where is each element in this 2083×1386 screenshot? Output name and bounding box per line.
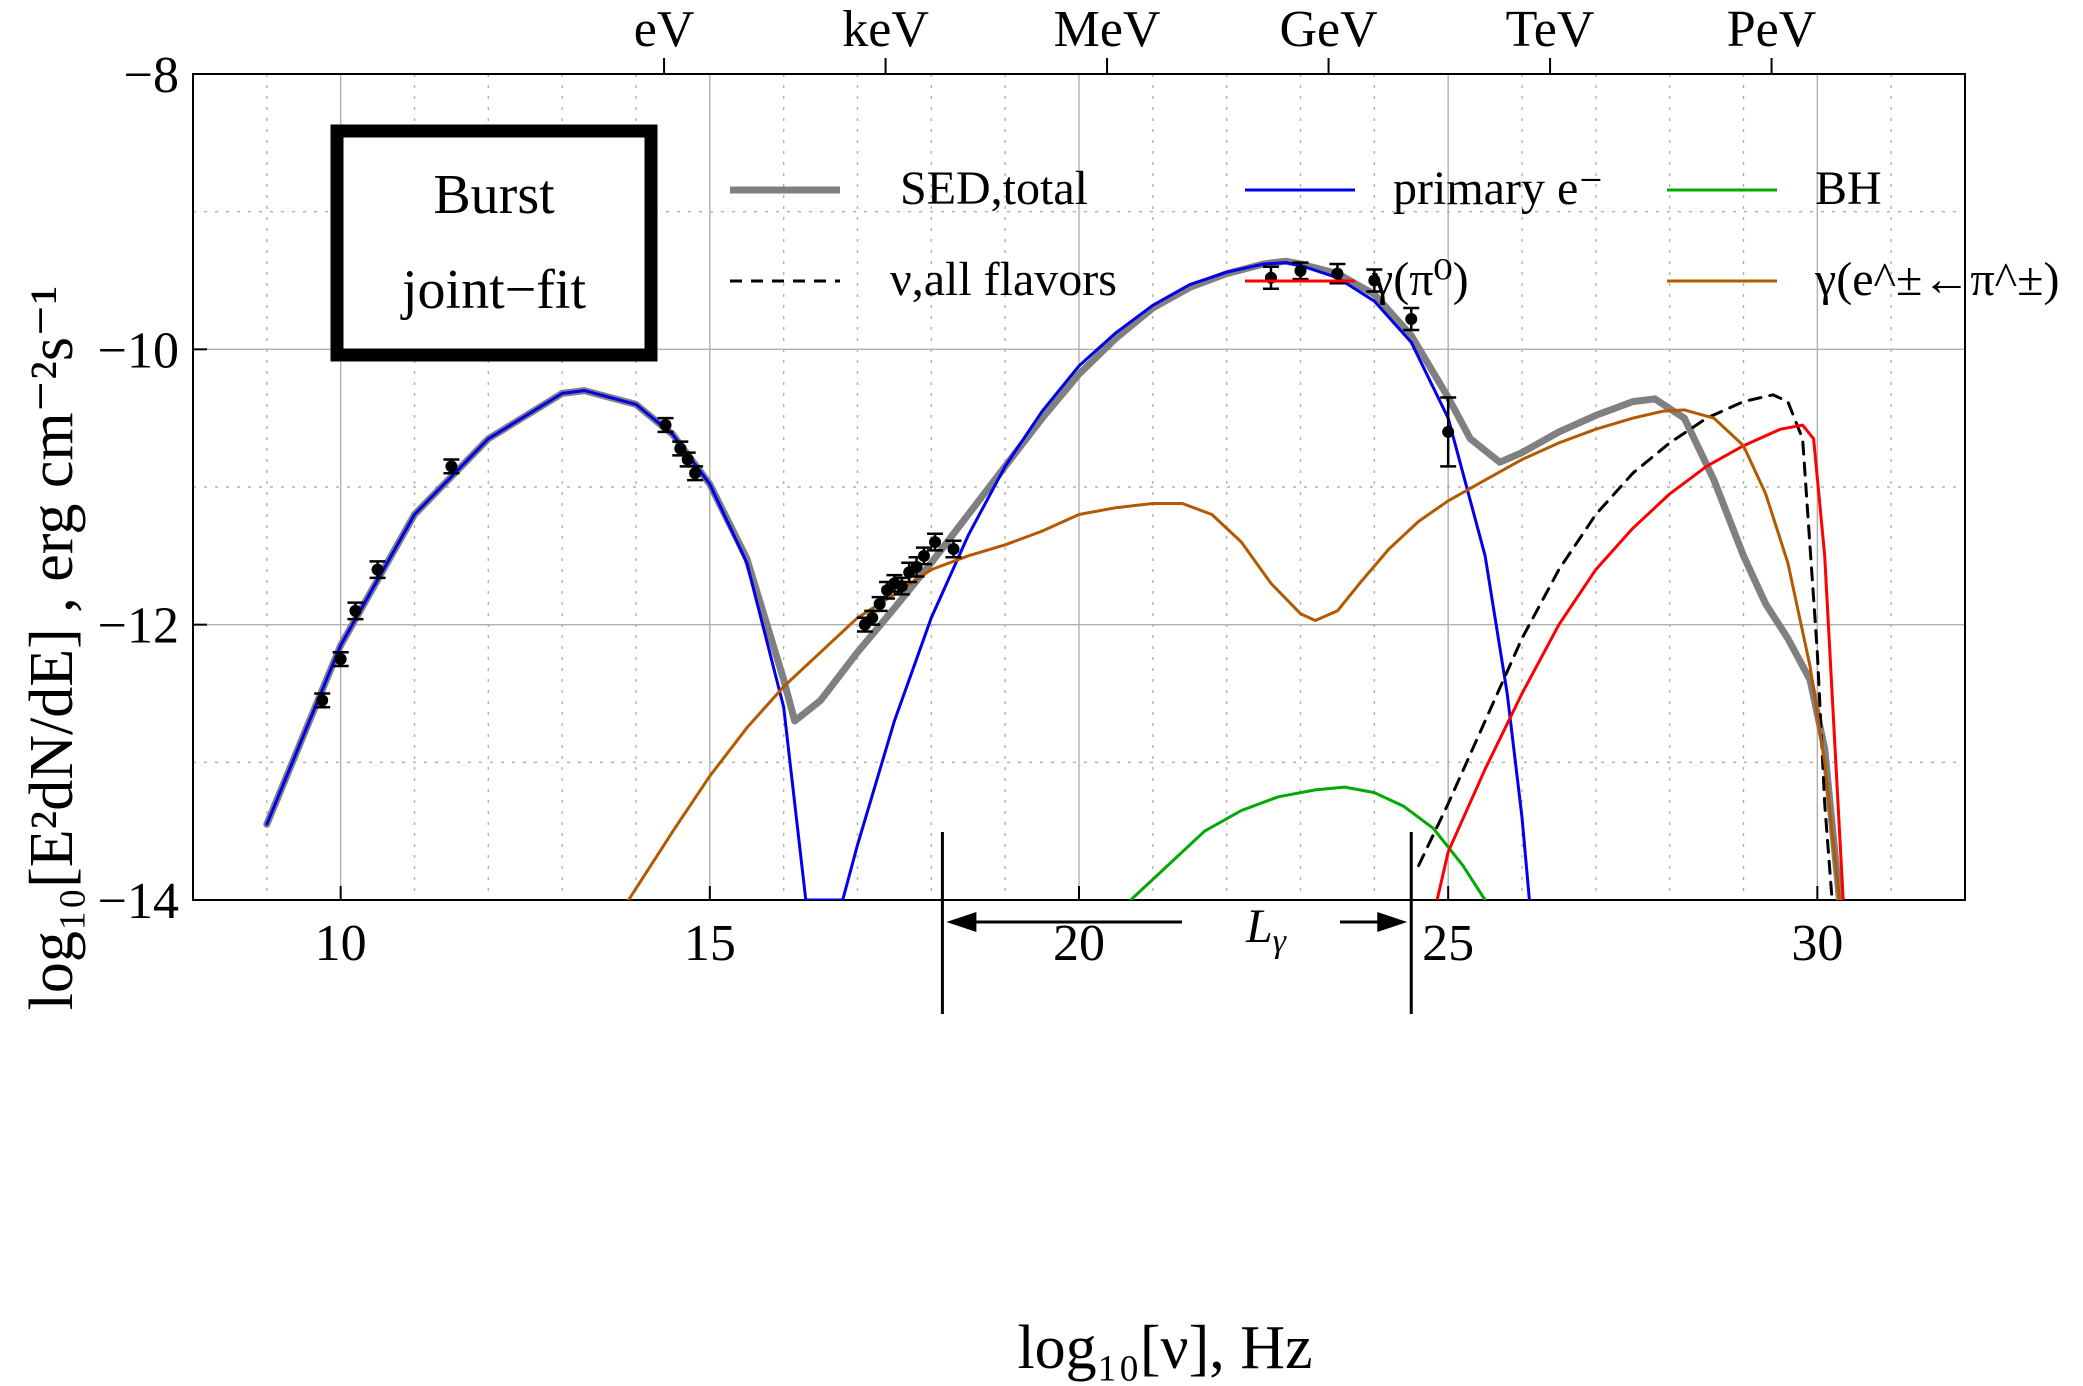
data-point xyxy=(1294,264,1307,277)
x-tick-label: 10 xyxy=(315,915,367,972)
legend-label-bh: BH xyxy=(1815,162,1882,215)
top-tick-label: TeV xyxy=(1506,1,1595,58)
data-point xyxy=(947,542,960,555)
data-point xyxy=(866,611,879,624)
axis-ticks: 10 15 20 25 30 −14 −12 −10 −8 eV keV MeV GeV TeV PeV xyxy=(98,1,1844,972)
x-tick-label: 30 xyxy=(1791,915,1843,972)
legend-label-nu: ν,all flavors xyxy=(890,253,1117,306)
legend-label-epi: γ(e^±←π^±) xyxy=(1814,253,2059,306)
data-point xyxy=(689,467,702,480)
top-tick-label: GeV xyxy=(1279,1,1377,58)
data-point xyxy=(681,453,694,466)
annotation-box: Burst joint−fit xyxy=(330,124,658,362)
data-point xyxy=(1442,425,1455,438)
series-line-5 xyxy=(627,408,1841,900)
legend-label-pi0: γ(π⁰) xyxy=(1371,253,1469,306)
observed-data-points xyxy=(314,261,1457,709)
data-point xyxy=(917,549,930,562)
legend-label-primary: primary e⁻ xyxy=(1393,162,1604,215)
data-point xyxy=(316,694,329,707)
series-line-1 xyxy=(265,261,1531,900)
top-tick-label: MeV xyxy=(1054,1,1161,58)
annotation-line-1: Burst xyxy=(433,164,555,226)
x-tick-label: 25 xyxy=(1422,915,1474,972)
y-tick-label: −14 xyxy=(98,873,179,930)
top-tick-label: PeV xyxy=(1727,1,1817,58)
x-tick-label: 15 xyxy=(684,915,736,972)
data-point xyxy=(349,604,362,617)
span-arrowhead-right xyxy=(1377,912,1408,932)
data-point xyxy=(659,419,672,432)
data-point xyxy=(445,460,458,473)
series-line-2 xyxy=(1129,785,1487,900)
data-point xyxy=(334,653,347,666)
x-tick-label: 20 xyxy=(1053,915,1105,972)
top-tick-label: keV xyxy=(842,1,929,58)
data-point xyxy=(1331,267,1344,280)
data-point xyxy=(873,598,886,611)
data-point xyxy=(1368,274,1381,287)
legend: SED,total primary e⁻ BH ν,all flavors γ(… xyxy=(730,162,2059,306)
y-tick-label: −8 xyxy=(124,47,179,104)
y-tick-label: −12 xyxy=(98,598,179,655)
annotation-frame xyxy=(330,124,658,362)
x-axis-label: log₁₀[ν], Hz xyxy=(1017,1314,1312,1382)
data-point xyxy=(1405,313,1418,326)
span-label: Lγ xyxy=(1245,900,1288,960)
data-point xyxy=(371,563,384,576)
series-line-4 xyxy=(1435,423,1845,900)
luminosity-span-marker: Lγ xyxy=(940,832,1413,1014)
y-tick-label: −10 xyxy=(98,322,179,379)
data-point xyxy=(929,536,942,549)
y-axis-label: log₁₀[E²dN/dE] , erg cm⁻²s⁻¹ xyxy=(18,286,86,1011)
span-arrowhead-left xyxy=(946,912,977,932)
legend-label-total: SED,total xyxy=(900,162,1088,215)
series-line-3 xyxy=(1417,393,1834,900)
annotation-line-2: joint−fit xyxy=(400,259,586,321)
top-tick-label: eV xyxy=(634,1,695,58)
data-point xyxy=(910,560,923,573)
